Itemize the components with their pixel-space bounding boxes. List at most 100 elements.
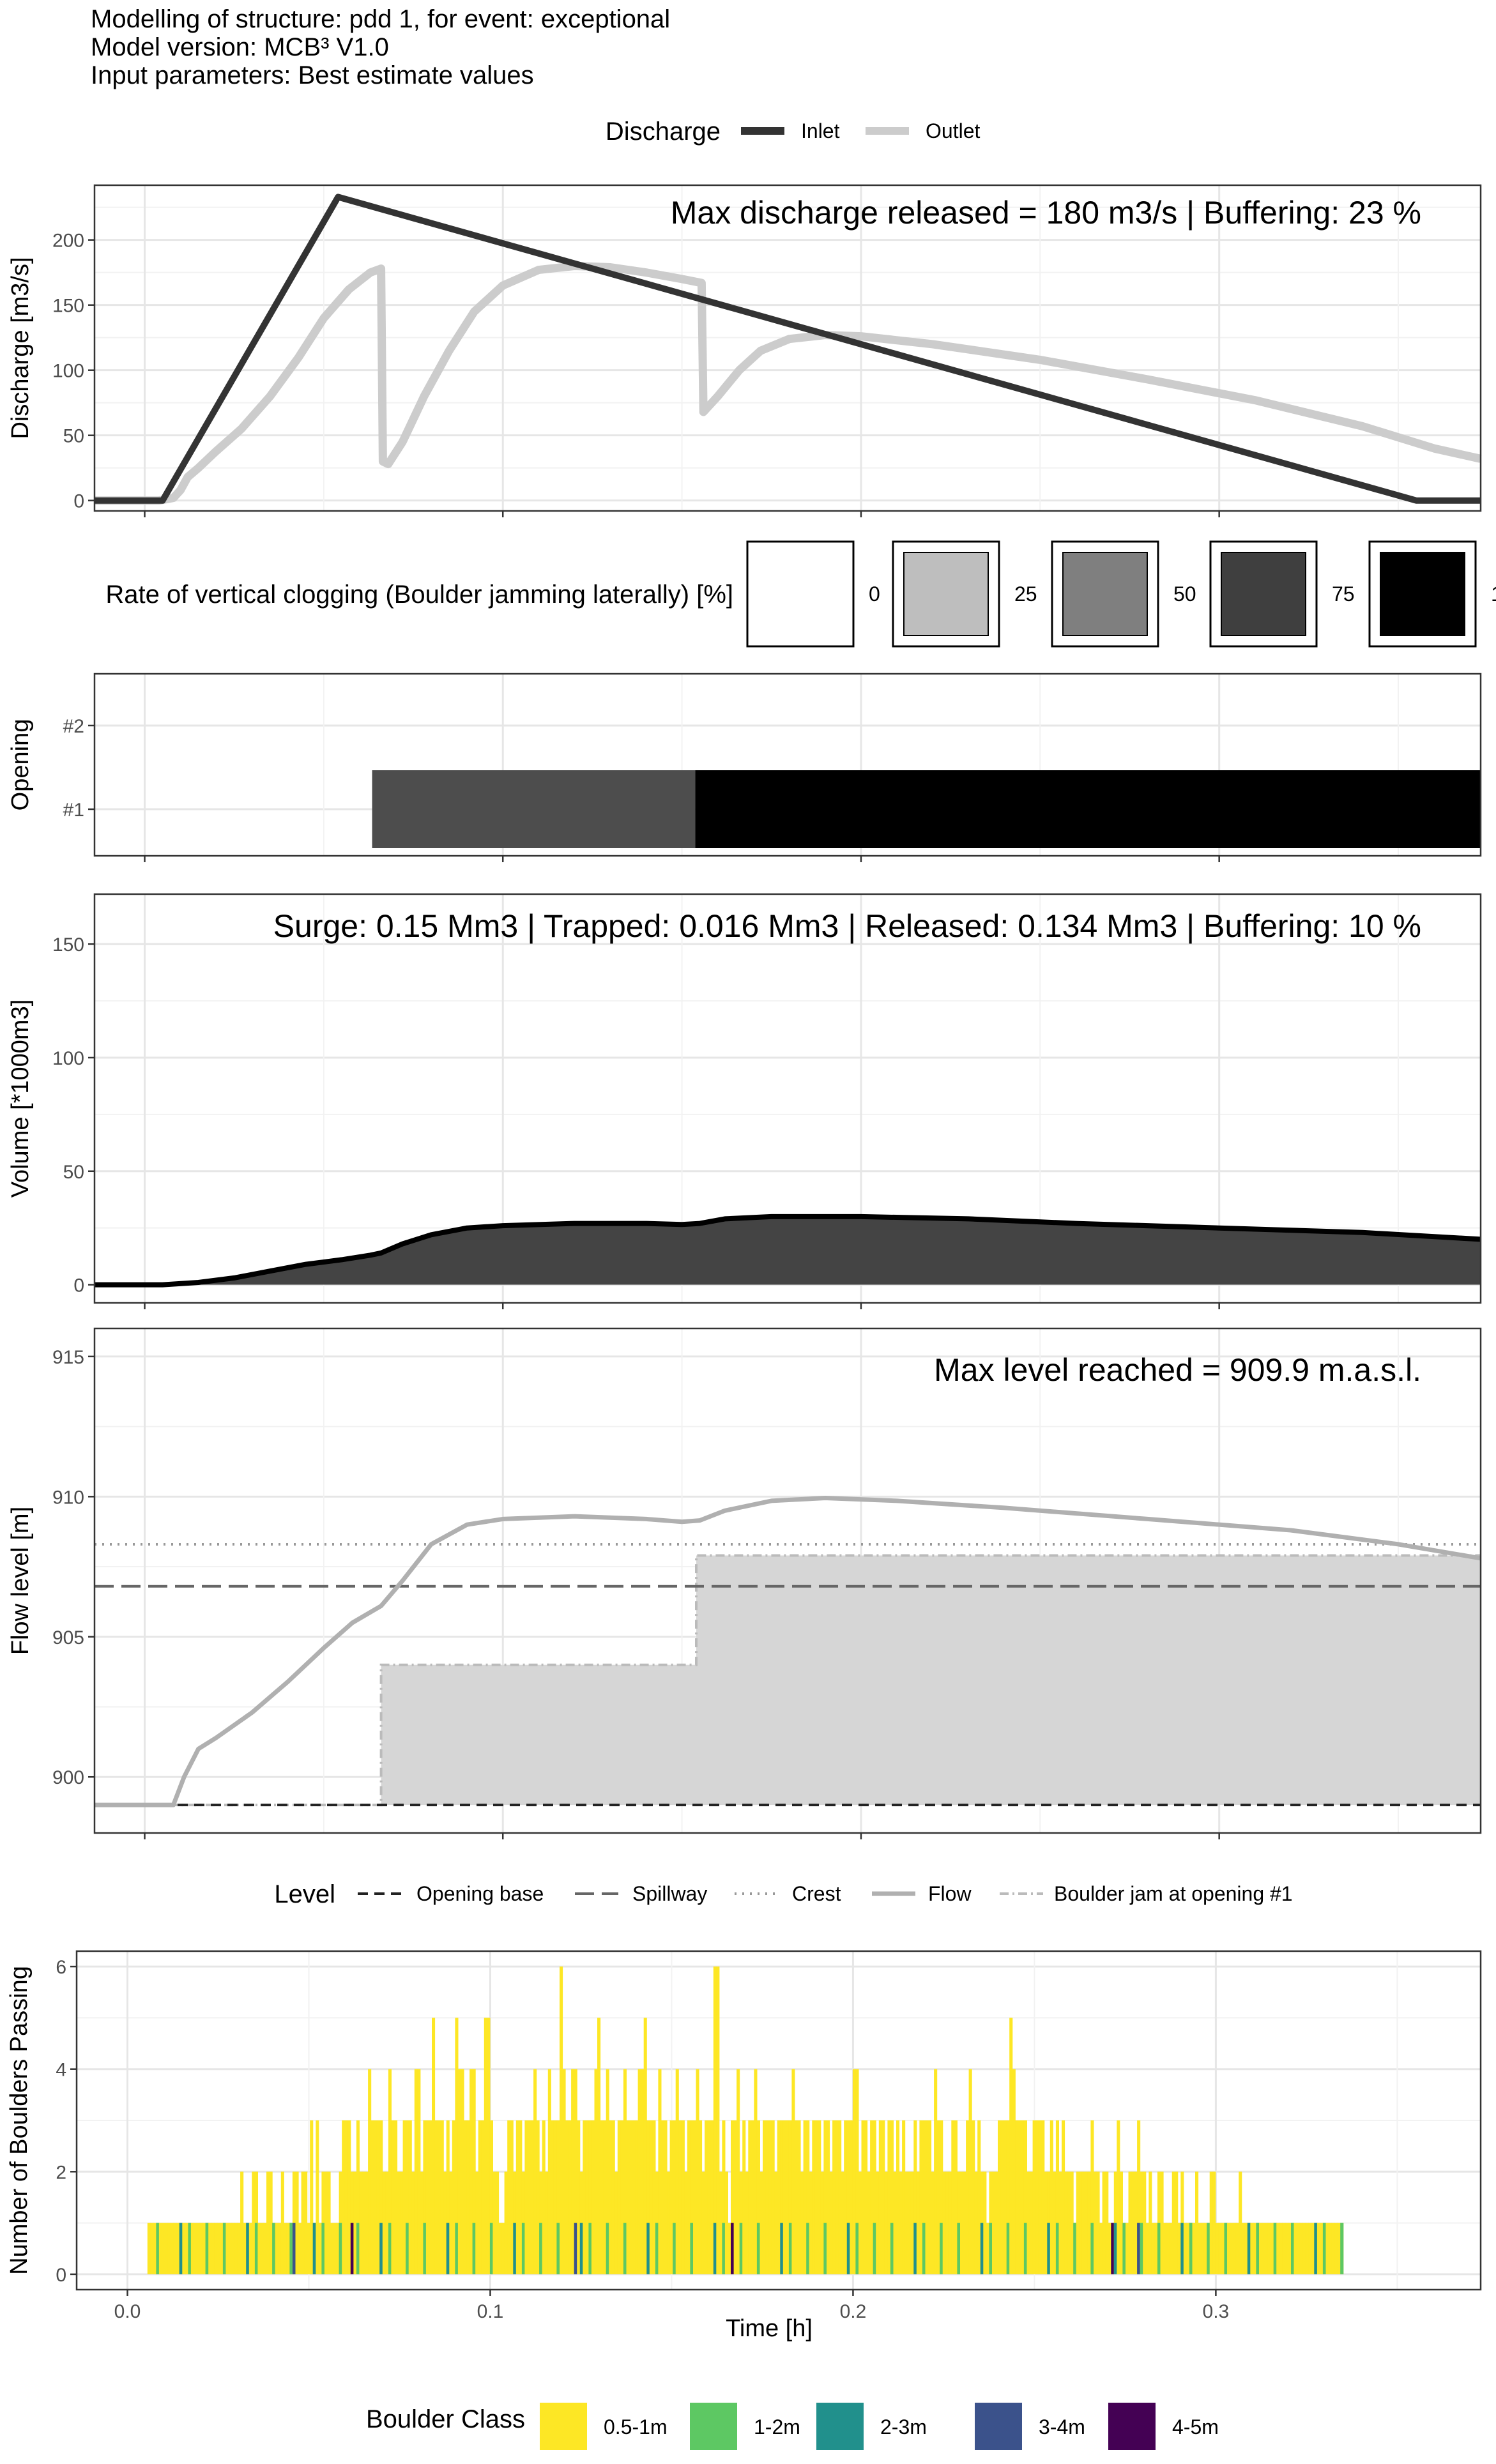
level-legend-label: Boulder jam at opening #1 (1054, 1882, 1293, 1905)
boulder-bar-class (1137, 2223, 1141, 2274)
boulder-bar (1049, 2120, 1053, 2274)
boulder-bar (547, 2069, 551, 2274)
boulders-panel-border (75, 1950, 1482, 2291)
discharge-legend-title: Discharge (606, 118, 721, 146)
volume-annotation: Surge: 0.15 Mm3 | Trapped: 0.016 Mm3 | R… (273, 908, 1421, 944)
boulder-bar (577, 2120, 581, 2274)
boulder-bar (890, 2120, 894, 2274)
boulder-bar-class (156, 2223, 160, 2274)
boulder-bar (1085, 2171, 1088, 2274)
boulder-bar-class (539, 2223, 543, 2274)
boulder-bar-class (1090, 2223, 1094, 2274)
boulders-x-tick-label: 0.1 (477, 2301, 504, 2322)
boulder-bar (197, 2223, 201, 2274)
boulder-legend-title: Boulder Class (366, 2405, 525, 2433)
boulder-bar-class (423, 2223, 427, 2274)
flow-level-line (95, 1496, 1481, 1807)
boulder-bar (1023, 2120, 1027, 2274)
boulder-bar (936, 2120, 940, 2274)
boulder-bar (1244, 2223, 1248, 2274)
clogging-legend-label: 75 (1332, 582, 1355, 605)
boulder-bar-class (556, 2223, 560, 2274)
boulder-bar (759, 2171, 763, 2274)
boulder-bar-class (513, 2223, 517, 2274)
boulders-y-tick-label: 4 (56, 2060, 66, 2081)
boulder-bar (344, 2120, 348, 2274)
boulder-bar-class (1224, 2223, 1228, 2274)
outlet-line (95, 262, 1482, 505)
boulder-bar (524, 2120, 528, 2274)
boulder-bar (690, 2120, 694, 2274)
boulder-bar (832, 2120, 836, 2274)
boulder-bar-class (957, 2223, 961, 2274)
boulder-bar (560, 1966, 563, 2274)
boulder-bar (934, 2069, 938, 2274)
boulder-bar (696, 2069, 699, 2274)
boulders-x-tick-label: 0.3 (1203, 2301, 1230, 2322)
boulder-bar (809, 2171, 813, 2274)
boulder-bar (1128, 2171, 1132, 2274)
boulder-bar (1087, 2171, 1091, 2274)
boulder-bar (844, 2120, 848, 2274)
boulder-bar (1172, 2171, 1175, 2274)
boulders-y-tick-label: 2 (56, 2162, 66, 2183)
boulder-bar (768, 2120, 772, 2274)
boulder-bar (693, 2120, 697, 2274)
boulder-bar (904, 2171, 908, 2274)
boulder-bar (1218, 2223, 1222, 2274)
boulder-bar (748, 2120, 752, 2274)
boulder-bar (1308, 2223, 1312, 2274)
boulder-bar (199, 2223, 203, 2274)
boulder-bar (643, 2018, 647, 2274)
discharge-annotation: Max discharge released = 180 m3/s | Buff… (671, 195, 1421, 231)
boulder-bar (1149, 2171, 1152, 2274)
boulder-legend-label: 3-4m (1039, 2415, 1085, 2438)
boulder-bar-class (788, 2223, 792, 2274)
boulder-bar (626, 2120, 630, 2274)
boulder-bar (553, 2120, 557, 2274)
boulder-bar (385, 2171, 389, 2274)
boulder-bar (846, 2120, 850, 2274)
boulder-bar (295, 2171, 299, 2274)
boulder-bar (1012, 2069, 1016, 2274)
boulder-bar (1265, 2223, 1269, 2274)
boulder-bar (1145, 2223, 1149, 2274)
boulder-bar (304, 2171, 308, 2274)
boulder-bar (1041, 2120, 1045, 2274)
boulder-bar (1183, 2223, 1187, 2274)
boulder-bar (745, 2171, 749, 2274)
boulder-bar (1163, 2223, 1167, 2274)
boulder-bar (591, 2120, 595, 2274)
boulder-bar (1297, 2223, 1301, 2274)
boulder-bar (1320, 2223, 1324, 2274)
boulder-bar (571, 2069, 575, 2274)
boulder-bar (1285, 2223, 1288, 2274)
boulder-bar (1302, 2223, 1306, 2274)
boulder-bar (307, 2223, 310, 2274)
boulder-bar (629, 2120, 633, 2274)
boulder-bar (722, 2120, 726, 2274)
boulder-bar (1038, 2120, 1042, 2274)
boulder-bar-class (339, 2223, 342, 2274)
boulder-bar (1239, 2171, 1242, 2274)
boulder-bar (318, 2223, 322, 2274)
clogging-legend-box (746, 540, 855, 648)
header-params-line: Input parameters: Best estimate values (91, 61, 534, 89)
boulder-bar (356, 2120, 360, 2274)
boulder-bar (1117, 2120, 1120, 2274)
boulder-bar (379, 2120, 383, 2274)
boulder-bar (635, 2120, 639, 2274)
boulder-bar (948, 2171, 952, 2274)
boulder-bar (530, 2120, 534, 2274)
boulder-bar (1021, 2120, 1025, 2274)
boulder-bar (568, 2120, 572, 2274)
boulder-bar (908, 2171, 912, 2274)
boulder-bar (533, 2069, 537, 2274)
boulder-bar-class (673, 2223, 676, 2274)
boulder-bar (1201, 2223, 1205, 2274)
boulder-bar (217, 2223, 220, 2274)
boulder-bar (963, 2171, 966, 2274)
boulder-bar-class (913, 2223, 917, 2274)
boulder-bar-class (1023, 2223, 1027, 2274)
